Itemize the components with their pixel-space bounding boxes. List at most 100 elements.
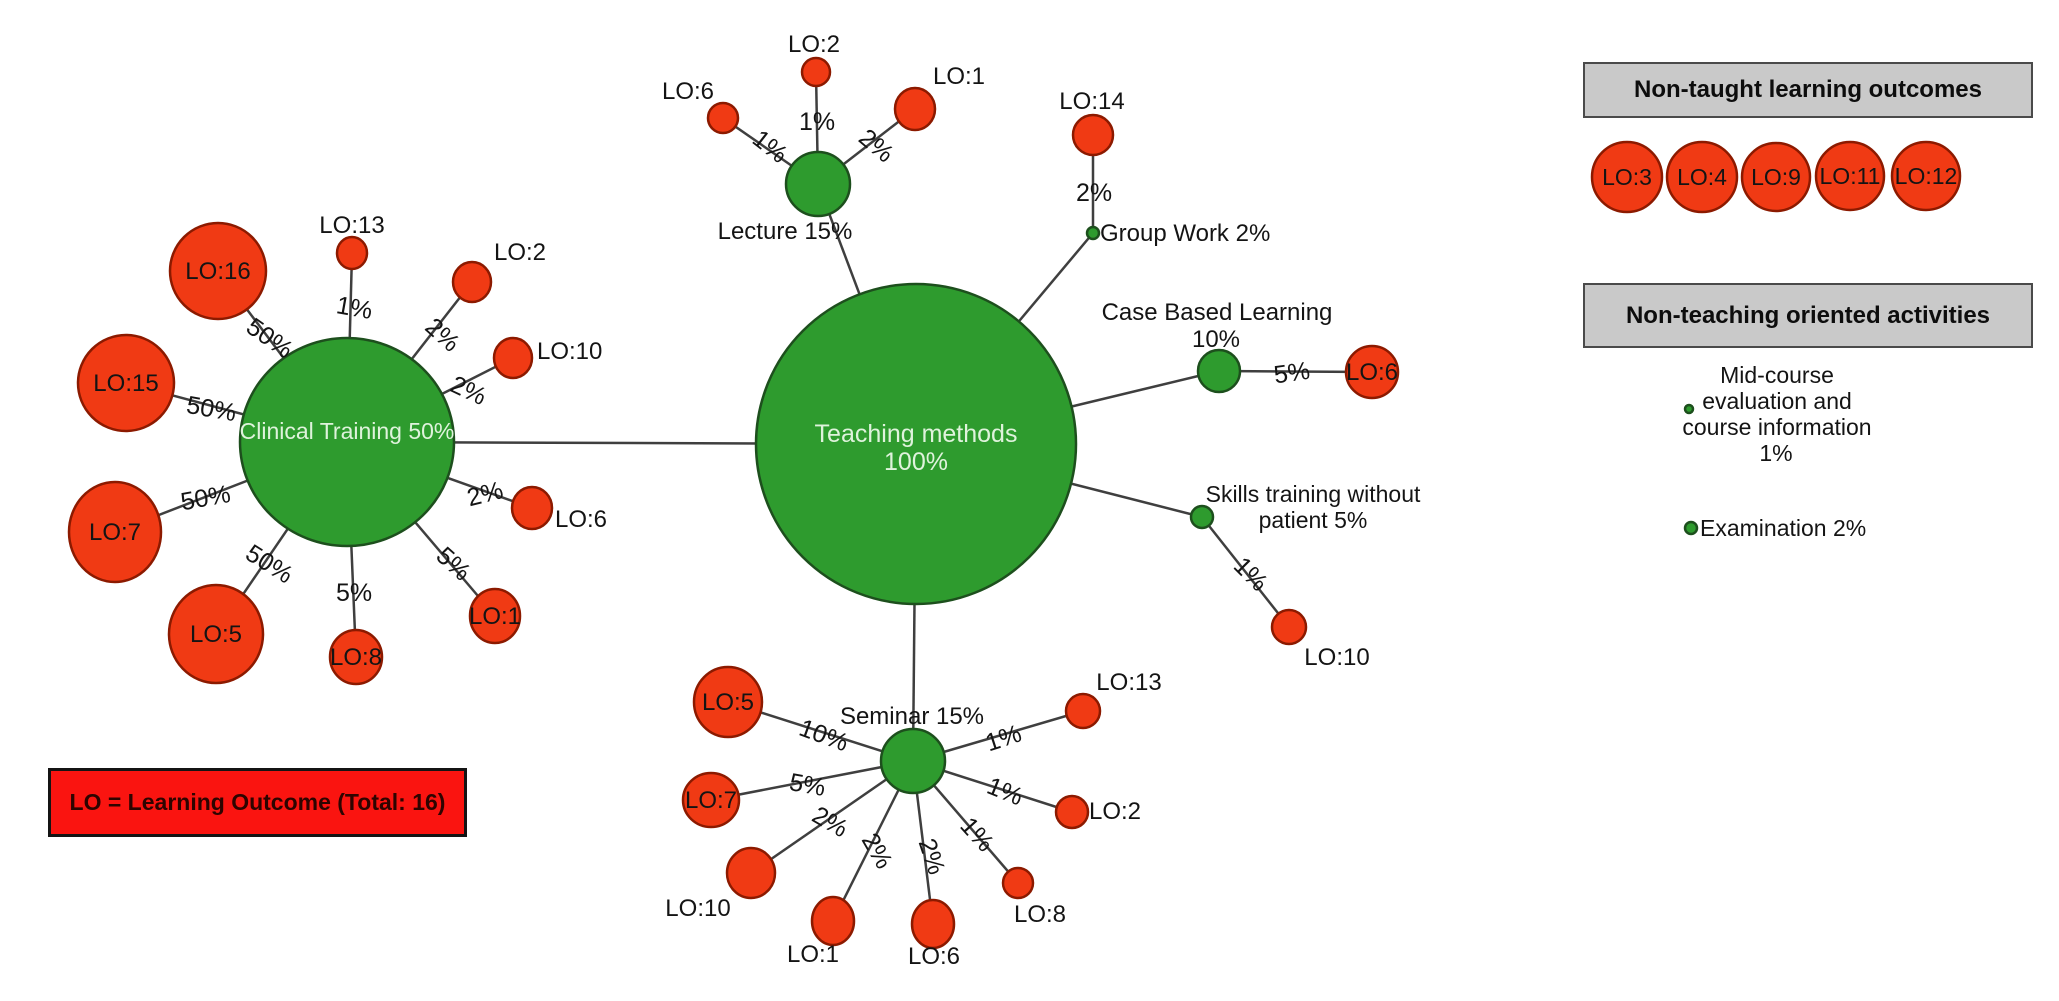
edge-seminar-lo1-label: 2%: [856, 828, 898, 873]
group-work-hub: [1085, 225, 1101, 241]
seminar-hub-label-0: Seminar 15%: [840, 703, 984, 730]
groupwork-lo14-node: [1071, 113, 1115, 157]
edge-seminar-lo2-label: 1%: [983, 772, 1027, 811]
mid-course-dot-label-1: evaluation and: [1702, 388, 1852, 414]
edge-skills-lo10: [1201, 516, 1290, 628]
seminar-lo6-node-label-0: LO:6: [908, 943, 960, 970]
seminar-lo10-node-label-0: LO:10: [665, 895, 730, 922]
skills-training-hub-label-0: Skills training without: [1206, 481, 1421, 507]
non-taught-lo9-node-label-0: LO:9: [1751, 164, 1801, 190]
seminar-lo1-node-label-0: LO:1: [787, 941, 839, 968]
edge-lecture-lo2-label: 1%: [799, 108, 835, 136]
lecture-hub: [784, 150, 852, 218]
clinical-lo5-node: [167, 583, 265, 685]
non-taught-lo4-node-label-0: LO:4: [1677, 164, 1727, 190]
clinical-lo16-node-label-0: LO:16: [185, 258, 250, 285]
clinical-lo8-node-label-0: LO:8: [330, 644, 382, 671]
mid-course-dot-label-3: 1%: [1759, 440, 1792, 466]
skills-lo10-node-label-0: LO:10: [1304, 644, 1369, 671]
non-taught-lo12-node: [1890, 140, 1962, 212]
mid-course-dot: [1683, 403, 1695, 415]
clinical-lo7-node-label-0: LO:7: [89, 519, 141, 546]
clinical-training-hub: [238, 336, 456, 548]
edge-cbl-lo6-label: 5%: [1272, 357, 1312, 390]
seminar-lo5-node: [692, 665, 764, 739]
mid-course-dot-label-0: Mid-course: [1720, 362, 1834, 388]
teaching-methods-hub: [754, 282, 1078, 606]
non-taught-lo12-node-label-0: LO:12: [1895, 163, 1958, 189]
lecture-lo2-node: [800, 56, 832, 88]
seminar-lo13-node-label-0: LO:13: [1096, 669, 1161, 696]
clinical-lo15-node-label-0: LO:15: [93, 370, 158, 397]
clinical-training-hub-label-0: Clinical Training 50%: [240, 418, 455, 444]
skills-training-hub-label-1: patient 5%: [1259, 507, 1368, 533]
non-taught-lo3-node: [1590, 140, 1664, 214]
seminar-hub: [879, 727, 947, 795]
non-taught-lo11-node-label-0: LO:11: [1820, 163, 1881, 189]
clinical-lo6-node: [510, 485, 554, 531]
teaching-methods-hub-label-1: 100%: [884, 448, 948, 476]
non-taught-lo4-node: [1665, 140, 1739, 214]
edge-groupwork-lo14-label: 2%: [1076, 179, 1112, 207]
lecture-hub-label-0: Lecture 15%: [718, 218, 853, 245]
seminar-lo7-node-label-0: LO:7: [685, 787, 737, 814]
non-teaching-activities-header: Non-teaching oriented activities: [1583, 283, 2033, 348]
clinical-lo15-node: [76, 333, 176, 433]
clinical-lo2-node: [451, 260, 493, 304]
edge-clinical-lo5-label: 50%: [241, 539, 298, 589]
clinical-lo16-node: [168, 221, 268, 321]
lecture-lo6-node: [706, 101, 740, 135]
seminar-lo8-node-label-0: LO:8: [1014, 901, 1066, 928]
non-taught-lo9-node: [1740, 141, 1812, 213]
edge-seminar-lo6-label: 2%: [913, 835, 951, 878]
non-taught-lo3-node-label-0: LO:3: [1602, 164, 1652, 190]
cbl-lo6-node-label-0: LO:6: [1346, 359, 1398, 386]
seminar-lo10-node: [725, 846, 777, 900]
non-taught-outcomes-header: Non-taught learning outcomes: [1583, 62, 2033, 118]
edge-clinical-lo13-label: 1%: [334, 291, 374, 325]
edge-seminar-lo13-label: 1%: [982, 719, 1025, 757]
clinical-lo2-node-label-0: LO:2: [494, 239, 546, 266]
edge-seminar-lo7-label: 5%: [787, 768, 827, 802]
edge-clinical-lo8-label: 5%: [336, 579, 372, 607]
skills-lo10-node: [1270, 608, 1308, 646]
case-based-learning-hub-label-1: 10%: [1192, 326, 1240, 353]
lecture-lo2-node-label-0: LO:2: [788, 31, 840, 58]
clinical-lo7-node: [67, 480, 163, 584]
lecture-lo6-node-label-0: LO:6: [662, 78, 714, 105]
edge-seminar-lo7: [710, 759, 914, 802]
clinical-lo10-node: [492, 336, 534, 380]
teaching-methods-hub-label-0: Teaching methods: [815, 420, 1018, 448]
seminar-lo2-node-label-0: LO:2: [1089, 798, 1141, 825]
edge-clinical-lo6-label: 2%: [464, 476, 506, 512]
clinical-lo13-node: [335, 235, 369, 271]
clinical-lo10-node-label-0: LO:10: [537, 338, 602, 365]
lecture-lo1-node: [893, 86, 937, 132]
edge-clinical-lo7-label: 50%: [179, 480, 233, 516]
groupwork-lo14-node-label-0: LO:14: [1059, 88, 1124, 115]
seminar-lo5-node-label-0: LO:5: [702, 689, 754, 716]
mid-course-dot-label-2: course information: [1682, 414, 1871, 440]
seminar-lo8-node: [1001, 866, 1035, 900]
clinical-lo5-node-label-0: LO:5: [190, 621, 242, 648]
cbl-lo6-node: [1344, 344, 1400, 400]
skills-training-hub: [1189, 504, 1215, 530]
clinical-lo1-node: [468, 587, 522, 645]
edge-clinical-lo15-label: 50%: [184, 391, 238, 427]
seminar-lo7-node: [681, 771, 741, 829]
lo-legend-box: LO = Learning Outcome (Total: 16): [48, 768, 467, 837]
clinical-lo13-node-label-0: LO:13: [319, 212, 384, 239]
seminar-lo6-node: [910, 898, 956, 950]
examination-dot: [1683, 520, 1699, 536]
lecture-lo1-node-label-0: LO:1: [933, 63, 985, 90]
seminar-lo2-node: [1054, 794, 1090, 830]
non-taught-lo11-node: [1814, 140, 1886, 212]
seminar-lo1-node: [810, 895, 856, 947]
clinical-lo1-node-label-0: LO:1: [469, 603, 521, 630]
clinical-lo8-node: [328, 628, 384, 686]
seminar-lo13-node: [1064, 692, 1102, 730]
edge-clinical-lo2-label: 2%: [420, 313, 466, 358]
clinical-lo6-node-label-0: LO:6: [555, 506, 607, 533]
